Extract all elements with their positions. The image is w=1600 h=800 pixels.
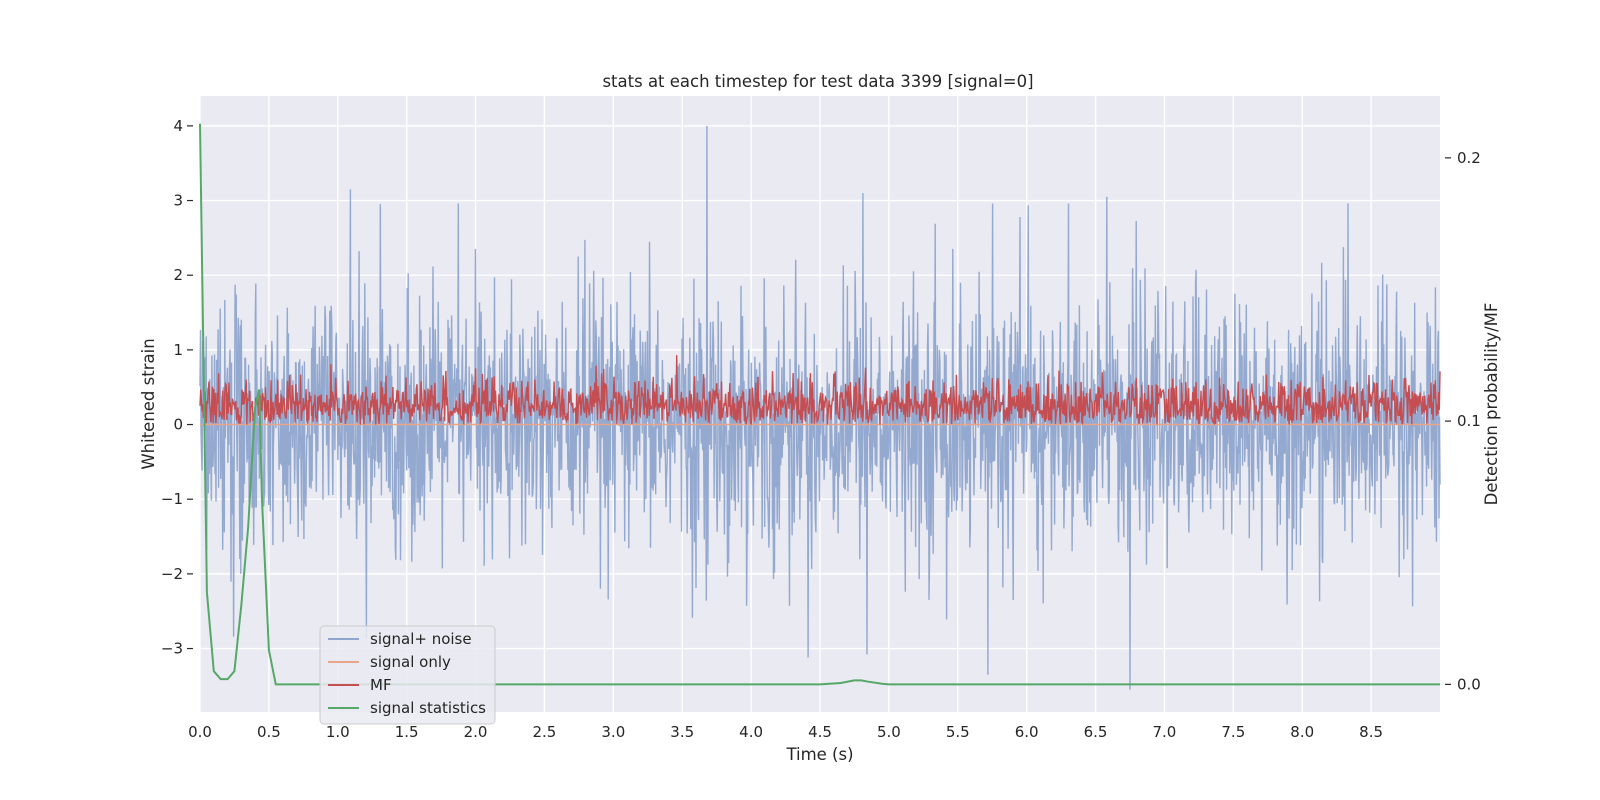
y-tick-label: −1 bbox=[161, 490, 183, 508]
x-tick-label: 4.0 bbox=[739, 723, 763, 741]
chart-title: stats at each timestep for test data 339… bbox=[602, 72, 1033, 91]
series-mf bbox=[199, 355, 1441, 426]
y-axis-label: Whitened strain bbox=[139, 338, 158, 469]
y-axis-right-label: Detection probability/MF bbox=[1482, 303, 1501, 506]
x-tick-label: 8.0 bbox=[1290, 723, 1314, 741]
x-tick-label: 2.0 bbox=[464, 723, 488, 741]
y-tick-label: −3 bbox=[161, 640, 183, 658]
y-tick-label: 2 bbox=[173, 266, 183, 284]
x-tick-label: 0.0 bbox=[188, 723, 212, 741]
legend-label-mf: MF bbox=[370, 676, 392, 694]
x-tick-label: 2.5 bbox=[533, 723, 557, 741]
x-tick-label: 7.5 bbox=[1221, 723, 1245, 741]
y-tick-label: 1 bbox=[173, 341, 183, 359]
x-tick-label: 1.0 bbox=[326, 723, 350, 741]
x-tick-label: 6.5 bbox=[1084, 723, 1108, 741]
y-right-tick-label: 0.2 bbox=[1457, 149, 1481, 167]
y-axis-right-ticks: 0.0 0.1 0.2 bbox=[1445, 149, 1481, 693]
legend-label-signal-statistics: signal statistics bbox=[370, 699, 486, 717]
y-right-tick-label: 0.0 bbox=[1457, 675, 1481, 693]
y-tick-label: 3 bbox=[173, 192, 183, 210]
x-tick-label: 7.0 bbox=[1153, 723, 1177, 741]
x-tick-label: 3.0 bbox=[601, 723, 625, 741]
x-tick-label: 5.0 bbox=[877, 723, 901, 741]
y-tick-label: 0 bbox=[173, 416, 183, 434]
x-tick-label: 8.5 bbox=[1359, 723, 1383, 741]
x-tick-label: 3.5 bbox=[670, 723, 694, 741]
y-tick-label: 4 bbox=[173, 117, 183, 135]
x-tick-label: 6.0 bbox=[1015, 723, 1039, 741]
x-axis-label: Time (s) bbox=[785, 745, 853, 764]
legend: signal+ noise signal only MF signal stat… bbox=[319, 625, 496, 725]
legend-label-signal-noise: signal+ noise bbox=[370, 630, 472, 648]
y-axis-ticks: −3 −2 −1 0 1 2 3 4 bbox=[161, 117, 193, 658]
x-axis-ticks: 0.0 0.5 1.0 1.5 2.0 2.5 3.0 3.5 4.0 4.5 5.0 5.5 6.0 6… bbox=[188, 723, 1383, 741]
y-right-tick-label: 0.1 bbox=[1457, 412, 1481, 430]
x-tick-label: 4.5 bbox=[808, 723, 832, 741]
x-tick-label: 0.5 bbox=[257, 723, 281, 741]
x-tick-label: 1.5 bbox=[395, 723, 419, 741]
x-tick-label: 5.5 bbox=[946, 723, 970, 741]
legend-box bbox=[319, 625, 496, 725]
legend-label-signal-only: signal only bbox=[370, 653, 451, 671]
y-tick-label: −2 bbox=[161, 565, 183, 583]
